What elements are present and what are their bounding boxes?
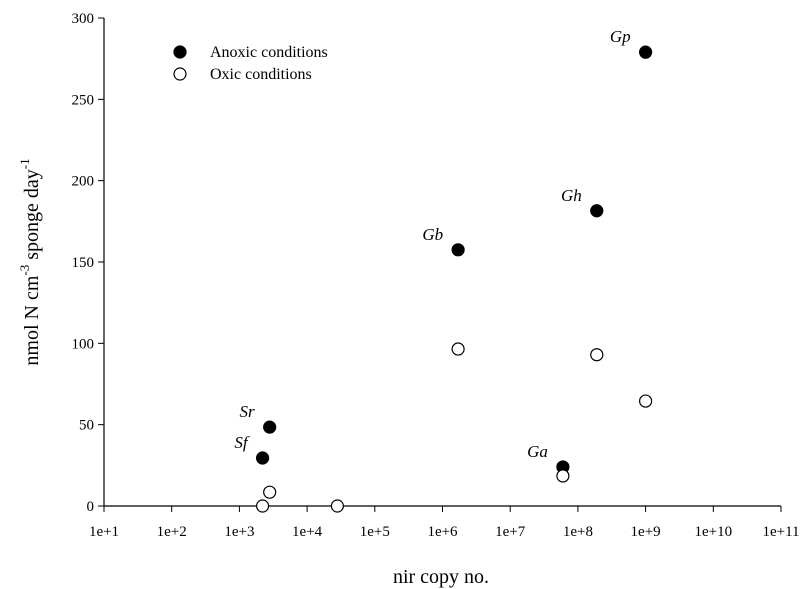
- x-axis-ticks: 1e+1 1e+2 1e+3 1e+4 1e+5 1e+6 1e+7 1e+8 1e+9 1e+1…: [89, 506, 800, 540]
- anoxic-point: [255, 451, 270, 465]
- axes: [103, 18, 781, 507]
- anoxic-point: [638, 45, 653, 59]
- legend-marker: [173, 45, 187, 59]
- y-tick-label: 100: [72, 336, 95, 352]
- x-tick-label: 1e+10: [694, 524, 732, 540]
- y-tick-label: 50: [79, 418, 94, 434]
- legend-marker: [173, 67, 187, 81]
- x-tick-label: 1e+1: [89, 524, 119, 540]
- x-axis-title: nir copy no.: [393, 566, 489, 588]
- anoxic-point: [263, 420, 277, 434]
- y-tick-label: 250: [72, 92, 95, 108]
- x-tick-label: 1e+6: [427, 524, 458, 540]
- x-tick-label: 1e+3: [224, 524, 254, 540]
- oxic-point: [263, 485, 277, 499]
- x-tick-label: 1e+7: [495, 524, 526, 540]
- x-tick-label: 1e+2: [157, 524, 187, 540]
- oxic-point: [590, 348, 604, 362]
- x-tick-label: 1e+4: [292, 524, 323, 540]
- oxic-point: [330, 499, 344, 513]
- x-tick-label: 1e+11: [762, 524, 799, 540]
- y-tick-label: 150: [72, 255, 95, 271]
- x-tick-label: 1e+8: [563, 524, 593, 540]
- point-annotations: Sr Sf Gb Ga Gh Gp: [234, 27, 630, 461]
- point-label: Sr: [240, 402, 256, 421]
- y-axis-ticks: 0 50 100 150 200 250 300: [72, 11, 104, 515]
- x-tick-label: 1e+5: [360, 524, 390, 540]
- oxic-point: [451, 342, 465, 356]
- point-label: Gb: [422, 225, 443, 244]
- data-points: [255, 45, 653, 513]
- oxic-point: [255, 499, 270, 513]
- oxic-point: [556, 469, 570, 483]
- y-tick-label: 300: [72, 11, 95, 27]
- point-label: Gh: [561, 186, 582, 205]
- anoxic-point: [451, 243, 465, 257]
- legend-label: Anoxic conditions: [210, 44, 328, 61]
- y-tick-label: 200: [72, 174, 95, 190]
- point-label: Ga: [527, 442, 548, 461]
- legend: Anoxic conditions Oxic conditions: [173, 44, 328, 83]
- point-label: Sf: [234, 433, 250, 452]
- y-tick-label: 0: [87, 499, 95, 515]
- y-axis-title: nmol N cm-3 sponge day-1: [17, 158, 43, 365]
- oxic-point: [638, 394, 653, 408]
- legend-label: Oxic conditions: [210, 66, 312, 83]
- x-tick-label: 1e+9: [631, 524, 661, 540]
- point-label: Gp: [610, 27, 631, 46]
- anoxic-point: [590, 204, 604, 218]
